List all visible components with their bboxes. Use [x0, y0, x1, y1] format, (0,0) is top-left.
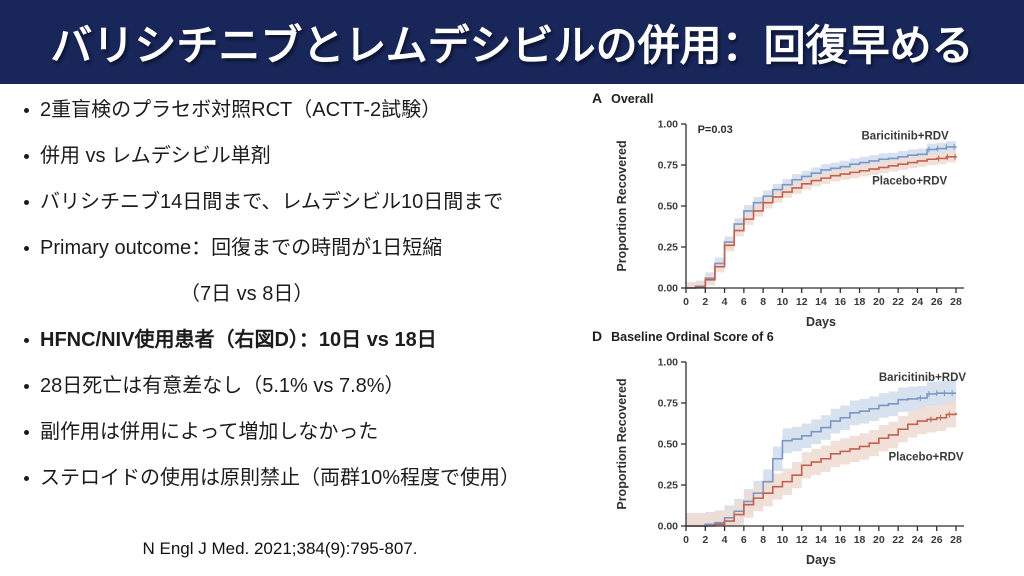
bullet-item: Primary outcome：回復までの時間が1日短縮 — [22, 236, 584, 261]
panel-title: Baseline Ordinal Score of 6 — [611, 330, 774, 344]
bullet-text: （7日 vs 8日） — [180, 283, 314, 305]
x-tick-label: 10 — [777, 534, 789, 546]
y-tick-label: 0.25 — [658, 242, 679, 254]
chart-panel-ordinal6: D Baseline Ordinal Score of 6 Baricitinib… — [586, 328, 1024, 576]
x-tick-label: 0 — [683, 296, 689, 308]
bullet-text: HFNC/NIV使用患者（右図D）：10日 vs 18日 — [40, 329, 437, 351]
bullet-item: （7日 vs 8日） — [22, 282, 584, 307]
y-tick-label: 0.50 — [658, 201, 679, 213]
bullet-text: ステロイドの使用は原則禁止（両群10%程度で使用） — [40, 467, 521, 489]
x-tick-label: 16 — [834, 534, 846, 546]
bullet-marker-dot — [24, 338, 29, 343]
x-axis-label: Days — [806, 553, 836, 567]
y-axis-label: Proportion Recovered — [615, 378, 629, 509]
bullet-item: 副作用は併用によって増加しなかった — [22, 420, 584, 445]
x-tick-label: 28 — [950, 534, 962, 546]
y-tick-label: 0.00 — [658, 283, 679, 295]
series-label: Placebo+RDV — [889, 451, 964, 463]
bullet-item: HFNC/NIV使用患者（右図D）：10日 vs 18日 — [22, 328, 584, 353]
x-tick-label: 6 — [741, 534, 747, 546]
x-tick-label: 10 — [777, 296, 789, 308]
panel-title: Overall — [611, 92, 654, 106]
bullet-text: 併用 vs レムデシビル単剤 — [40, 145, 271, 167]
y-axis-label: Proportion Recovered — [615, 140, 629, 271]
x-tick-label: 12 — [796, 534, 808, 546]
panel-letter: A — [592, 90, 603, 106]
bullet-marker-dot — [24, 200, 29, 205]
bullet-marker-dot — [24, 154, 29, 159]
slide-title: バリシチニブとレムデシビルの併用：回復早める — [50, 21, 974, 69]
km-curve — [686, 412, 957, 527]
bullet-item: 併用 vs レムデシビル単剤 — [22, 144, 584, 169]
y-tick-label: 1.00 — [658, 357, 679, 369]
citation: N Engl J Med. 2021;384(9):795-807. — [142, 539, 418, 558]
x-tick-label: 4 — [722, 296, 728, 308]
x-tick-label: 22 — [892, 534, 904, 546]
km-curve — [686, 155, 957, 289]
bullet-marker-dot — [24, 384, 29, 389]
bullet-text: 2重盲検のプラセボ対照RCT（ACTT-2試験） — [40, 99, 442, 121]
bullet-marker-dot — [24, 430, 29, 435]
x-tick-label: 12 — [796, 296, 808, 308]
x-tick-label: 20 — [873, 296, 885, 308]
y-tick-label: 0.00 — [658, 521, 679, 533]
x-axis-label: Days — [806, 315, 836, 329]
x-tick-label: 2 — [702, 534, 708, 546]
x-tick-label: 14 — [815, 296, 827, 308]
x-tick-label: 8 — [760, 534, 766, 546]
y-tick-label: 1.00 — [658, 119, 679, 131]
panel-header-ordinal6: D Baseline Ordinal Score of 6 — [592, 328, 1024, 345]
bullet-text: Primary outcome：回復までの時間が1日短縮 — [40, 237, 443, 259]
series-label: Placebo+RDV — [872, 176, 947, 188]
x-tick-label: 24 — [912, 296, 924, 308]
km-curve — [686, 392, 956, 527]
x-tick-label: 18 — [854, 534, 866, 546]
bullet-text: 副作用は併用によって増加しなかった — [40, 421, 379, 443]
bullet-item: バリシチニブ14日間まで、レムデシビル10日間まで — [22, 190, 584, 215]
x-tick-label: 22 — [892, 296, 904, 308]
x-tick-label: 24 — [912, 534, 924, 546]
series-label: Baricitinib+RDV — [879, 372, 967, 384]
x-tick-label: 14 — [815, 534, 827, 546]
panel-letter: D — [592, 328, 603, 344]
x-tick-label: 4 — [722, 534, 728, 546]
bullet-marker-dot — [24, 108, 29, 113]
bullet-marker-dot — [24, 476, 29, 481]
x-tick-label: 28 — [950, 296, 962, 308]
bullet-item: ステロイドの使用は原則禁止（両群10%程度で使用） — [22, 466, 584, 491]
x-tick-label: 26 — [931, 296, 943, 308]
p-value-annotation: P=0.03 — [698, 124, 733, 136]
km-chart-ordinal6: Baricitinib+RDV Placebo+RDV 0.00 0.25 0.50 0.… — [615, 357, 967, 568]
y-tick-label: 0.75 — [658, 160, 679, 172]
y-tick-label: 0.25 — [658, 480, 679, 492]
x-tick-label: 0 — [683, 534, 689, 546]
x-tick-label: 6 — [741, 296, 747, 308]
bullet-text: バリシチニブ14日間まで、レムデシビル10日間まで — [40, 191, 504, 213]
bullet-item: 2重盲検のプラセボ対照RCT（ACTT-2試験） — [22, 98, 584, 123]
series-label: Baricitinib+RDV — [862, 130, 950, 142]
title-bar: バリシチニブとレムデシビルの併用：回復早める — [0, 0, 1024, 84]
x-tick-label: 18 — [854, 296, 866, 308]
bullet-text: 28日死亡は有意差なし（5.1% vs 7.8%） — [40, 375, 405, 397]
x-tick-label: 20 — [873, 534, 885, 546]
x-tick-label: 26 — [931, 534, 943, 546]
km-chart-overall: Baricitinib+RDV Placebo+RDV 0.00 0.25 0.50 0.… — [615, 119, 964, 329]
x-tick-label: 2 — [702, 296, 708, 308]
chart-panel-overall: A Overall Baricitinib+RDV Placebo+RDV 0.00 0… — [586, 90, 1024, 342]
bullet-list: 2重盲検のプラセボ対照RCT（ACTT-2試験） 併用 vs レムデシビル単剤バリ… — [22, 98, 584, 512]
y-tick-label: 0.50 — [658, 439, 679, 451]
bullet-marker-dot — [24, 246, 29, 251]
bullet-item: 28日死亡は有意差なし（5.1% vs 7.8%） — [22, 374, 584, 399]
x-tick-label: 16 — [834, 296, 846, 308]
panel-header-overall: A Overall — [592, 90, 1024, 107]
x-tick-label: 8 — [760, 296, 766, 308]
y-tick-label: 0.75 — [658, 398, 679, 410]
